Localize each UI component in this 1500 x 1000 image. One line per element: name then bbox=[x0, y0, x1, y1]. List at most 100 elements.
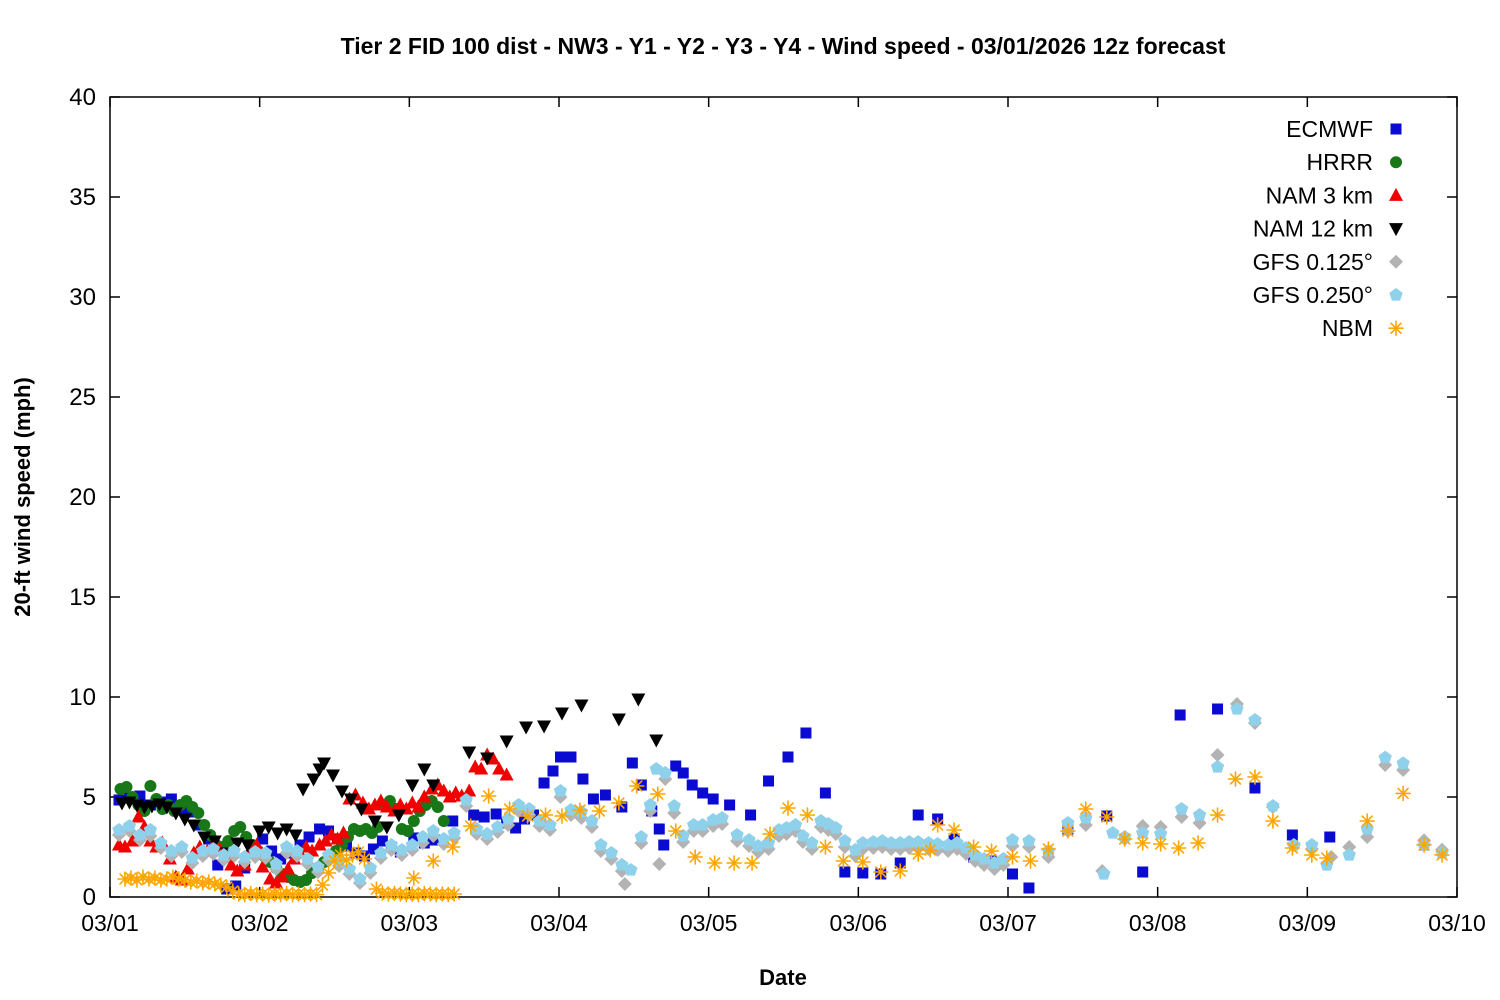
point-gfs250 bbox=[447, 826, 461, 839]
point-nam3 bbox=[224, 857, 239, 871]
point-ecmwf bbox=[468, 809, 480, 821]
point-ecmwf bbox=[1249, 782, 1261, 794]
point-nam12 bbox=[296, 783, 311, 797]
point-ecmwf bbox=[745, 809, 757, 821]
point-ecmwf bbox=[670, 760, 682, 772]
point-ecmwf bbox=[839, 866, 851, 878]
point-gfs250 bbox=[501, 812, 515, 825]
point-nbm bbox=[320, 865, 337, 881]
point-nam3 bbox=[230, 863, 245, 877]
point-gfs250 bbox=[996, 852, 1011, 865]
point-nbm bbox=[1359, 813, 1375, 829]
point-gfs250 bbox=[1174, 802, 1189, 815]
point-gfs250 bbox=[1230, 702, 1244, 715]
point-gfs250 bbox=[902, 835, 916, 848]
point-gfs125 bbox=[652, 857, 667, 871]
point-nbm bbox=[922, 842, 938, 858]
point-hrrr bbox=[437, 815, 450, 827]
y-tick-label: 0 bbox=[83, 884, 96, 911]
point-nam3 bbox=[312, 837, 327, 851]
point-ecmwf bbox=[763, 775, 775, 787]
y-tick-label: 20 bbox=[69, 484, 96, 511]
point-nam12 bbox=[270, 827, 285, 841]
legend: ECMWF HRRR NAM 3 km NAM 12 km GFS 0.125° GFS … bbox=[1253, 116, 1404, 341]
point-nbm bbox=[910, 846, 927, 862]
point-nam12 bbox=[631, 693, 646, 707]
point-nbm bbox=[983, 843, 1000, 859]
point-nam12 bbox=[261, 821, 276, 835]
point-nam12 bbox=[537, 720, 552, 734]
point-nam12 bbox=[519, 721, 534, 735]
point-gfs250 bbox=[1396, 756, 1410, 770]
point-nbm bbox=[1004, 849, 1021, 865]
point-nam3 bbox=[275, 869, 290, 883]
legend-marker-nam12 bbox=[1389, 223, 1403, 237]
legend-item-nam3: NAM 3 km bbox=[1266, 182, 1403, 208]
point-nbm bbox=[687, 849, 703, 865]
legend-item-nbm: NBM bbox=[1322, 315, 1404, 341]
point-gfs250 bbox=[374, 846, 388, 859]
point-gfs250 bbox=[667, 799, 681, 812]
point-nam12 bbox=[288, 829, 303, 843]
point-nam12 bbox=[343, 793, 358, 807]
point-gfs250 bbox=[238, 850, 252, 863]
point-nam3 bbox=[492, 761, 507, 775]
point-gfs250 bbox=[511, 798, 526, 811]
point-nbm bbox=[147, 870, 163, 886]
point-gfs250 bbox=[185, 851, 199, 864]
point-nam12 bbox=[417, 763, 432, 777]
point-ecmwf bbox=[1212, 703, 1224, 715]
point-nbm bbox=[611, 795, 627, 811]
legend-label-nbm: NBM bbox=[1322, 315, 1373, 341]
point-gfs250 bbox=[248, 845, 262, 858]
point-ecmwf bbox=[677, 767, 689, 779]
point-nam12 bbox=[574, 699, 589, 713]
point-gfs250 bbox=[133, 828, 147, 841]
point-gfs250 bbox=[143, 823, 158, 836]
point-gfs250 bbox=[553, 784, 568, 797]
point-nbm bbox=[572, 802, 588, 818]
point-nbm bbox=[1434, 847, 1450, 863]
point-ecmwf bbox=[230, 880, 242, 892]
legend-label-nam3: NAM 3 km bbox=[1266, 182, 1373, 208]
point-gfs250 bbox=[796, 829, 810, 842]
point-gfs250 bbox=[585, 814, 599, 827]
point-gfs250 bbox=[384, 838, 399, 851]
y-axis-label: 20-ft wind speed (mph) bbox=[10, 377, 35, 617]
point-nbm bbox=[212, 877, 229, 893]
point-nbm bbox=[406, 870, 422, 886]
point-nbm bbox=[706, 855, 723, 871]
point-nbm bbox=[314, 877, 331, 893]
point-nbm bbox=[1190, 835, 1206, 851]
point-nam3 bbox=[125, 833, 140, 847]
point-nbm bbox=[817, 839, 834, 855]
x-tick-label: 03/02 bbox=[231, 910, 289, 936]
y-tick-label: 5 bbox=[83, 784, 96, 811]
point-gfs250 bbox=[856, 836, 870, 849]
point-nbm bbox=[480, 788, 497, 804]
point-nbm bbox=[308, 886, 325, 903]
point-gfs250 bbox=[696, 818, 710, 831]
point-nbm bbox=[1040, 841, 1057, 857]
point-gfs250 bbox=[1305, 838, 1319, 851]
point-nam12 bbox=[207, 835, 222, 849]
point-nbm bbox=[129, 872, 145, 888]
point-nbm bbox=[1152, 836, 1169, 852]
point-ecmwf bbox=[547, 765, 559, 777]
point-nbm bbox=[1265, 813, 1281, 829]
point-gfs250 bbox=[1005, 833, 1020, 846]
point-ecmwf bbox=[587, 793, 599, 805]
point-nbm bbox=[892, 863, 909, 879]
point-ecmwf bbox=[894, 857, 906, 869]
point-gfs250 bbox=[363, 861, 378, 874]
point-nam3 bbox=[131, 809, 146, 823]
point-gfs250 bbox=[742, 833, 756, 846]
legend-marker-gfs125 bbox=[1389, 254, 1403, 269]
point-nam12 bbox=[499, 735, 514, 749]
point-nam12 bbox=[168, 807, 183, 821]
legend-marker-gfs250 bbox=[1389, 288, 1403, 301]
point-ecmwf bbox=[800, 727, 812, 739]
point-nam12 bbox=[462, 746, 477, 760]
point-hrrr bbox=[198, 819, 211, 831]
